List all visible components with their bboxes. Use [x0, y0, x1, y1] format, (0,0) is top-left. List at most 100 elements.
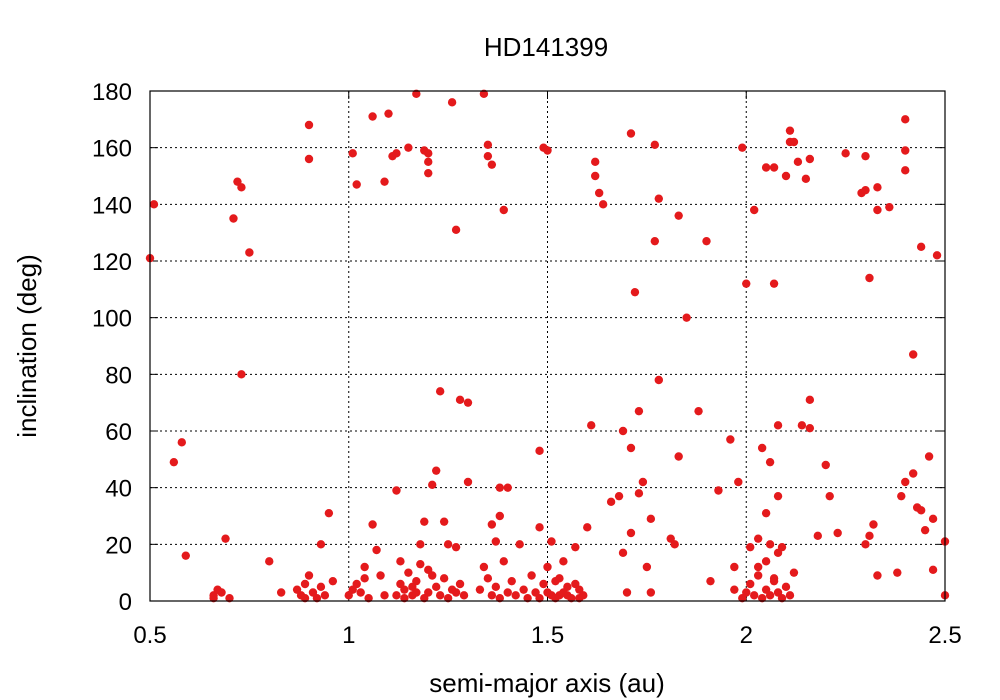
data-point — [598, 200, 608, 209]
data-point — [368, 112, 377, 121]
data-point — [527, 571, 536, 580]
data-point — [622, 588, 632, 597]
y-tick-label: 40 — [105, 476, 132, 503]
data-point — [750, 205, 759, 215]
data-point — [412, 89, 421, 99]
data-point — [217, 588, 226, 597]
data-point — [551, 593, 560, 603]
data-point — [543, 562, 552, 572]
data-point — [368, 520, 377, 529]
data-point — [483, 574, 493, 583]
data-point — [416, 540, 425, 549]
y-tick-label: 100 — [92, 306, 132, 333]
data-point — [439, 574, 449, 583]
data-point — [753, 571, 763, 580]
data-point — [435, 387, 445, 396]
data-point — [654, 194, 663, 203]
data-point — [360, 562, 369, 572]
data-point — [364, 593, 373, 603]
data-point — [750, 591, 759, 600]
data-point — [237, 183, 246, 192]
x-axis-label: semi-major axis (au) — [429, 668, 665, 698]
data-point — [571, 579, 580, 589]
data-point — [757, 443, 767, 453]
x-tick-label: 1.5 — [531, 622, 564, 649]
data-point — [916, 506, 926, 515]
data-point — [738, 143, 747, 152]
plot-frame — [149, 90, 946, 602]
data-point — [352, 579, 361, 589]
data-point — [734, 477, 743, 487]
data-point — [495, 511, 504, 521]
data-point — [746, 542, 755, 552]
data-point — [392, 486, 401, 495]
data-point — [348, 149, 357, 158]
data-point — [805, 154, 815, 164]
data-point — [646, 588, 656, 597]
data-point — [773, 491, 783, 501]
data-point — [499, 205, 508, 215]
data-point — [773, 421, 783, 430]
data-point — [523, 593, 532, 603]
data-point — [149, 200, 159, 209]
data-point — [730, 585, 739, 594]
data-point — [646, 514, 656, 524]
data-point — [785, 591, 795, 600]
data-point — [614, 491, 624, 501]
data-point — [634, 406, 644, 416]
data-point — [491, 537, 501, 546]
data-point — [543, 146, 552, 155]
data-point — [511, 591, 520, 600]
data-point — [630, 287, 640, 297]
y-tick-label: 140 — [92, 192, 132, 219]
data-point — [893, 568, 902, 577]
data-point — [380, 177, 389, 186]
data-point — [209, 593, 218, 603]
data-point — [928, 565, 938, 575]
data-point — [901, 477, 910, 487]
data-point — [591, 157, 600, 167]
data-point — [424, 149, 433, 158]
data-point — [316, 540, 326, 549]
data-point — [428, 480, 437, 490]
data-point — [455, 579, 465, 589]
data-point — [761, 163, 771, 172]
data-point — [920, 525, 930, 535]
data-point — [742, 588, 751, 597]
data-point — [785, 126, 795, 135]
data-point — [392, 149, 401, 158]
data-point — [451, 588, 461, 597]
data-point — [642, 562, 652, 572]
data-point — [443, 593, 453, 603]
grid-lines — [150, 91, 945, 601]
data-point — [447, 98, 457, 107]
data-point — [475, 585, 485, 594]
data-point — [455, 395, 465, 405]
data-point — [547, 537, 556, 546]
y-tick-label: 160 — [92, 136, 132, 163]
y-tick-label: 120 — [92, 249, 132, 276]
data-point — [797, 421, 807, 430]
data-point — [781, 171, 791, 181]
data-point — [865, 531, 874, 541]
data-point — [439, 517, 449, 526]
y-tick-label: 180 — [92, 79, 132, 106]
data-point — [463, 398, 473, 407]
data-point — [229, 214, 238, 223]
data-point — [451, 542, 461, 552]
data-point — [841, 149, 850, 158]
data-point — [412, 588, 421, 597]
data-point — [304, 154, 314, 164]
data-point — [626, 129, 636, 138]
data-point — [861, 185, 870, 195]
data-point — [265, 557, 274, 566]
data-point — [682, 313, 691, 322]
data-point — [360, 574, 369, 583]
data-points — [145, 89, 950, 603]
data-point — [499, 557, 508, 566]
data-point — [618, 548, 628, 558]
data-point — [583, 523, 592, 532]
data-point — [924, 452, 934, 461]
data-point — [443, 540, 453, 549]
